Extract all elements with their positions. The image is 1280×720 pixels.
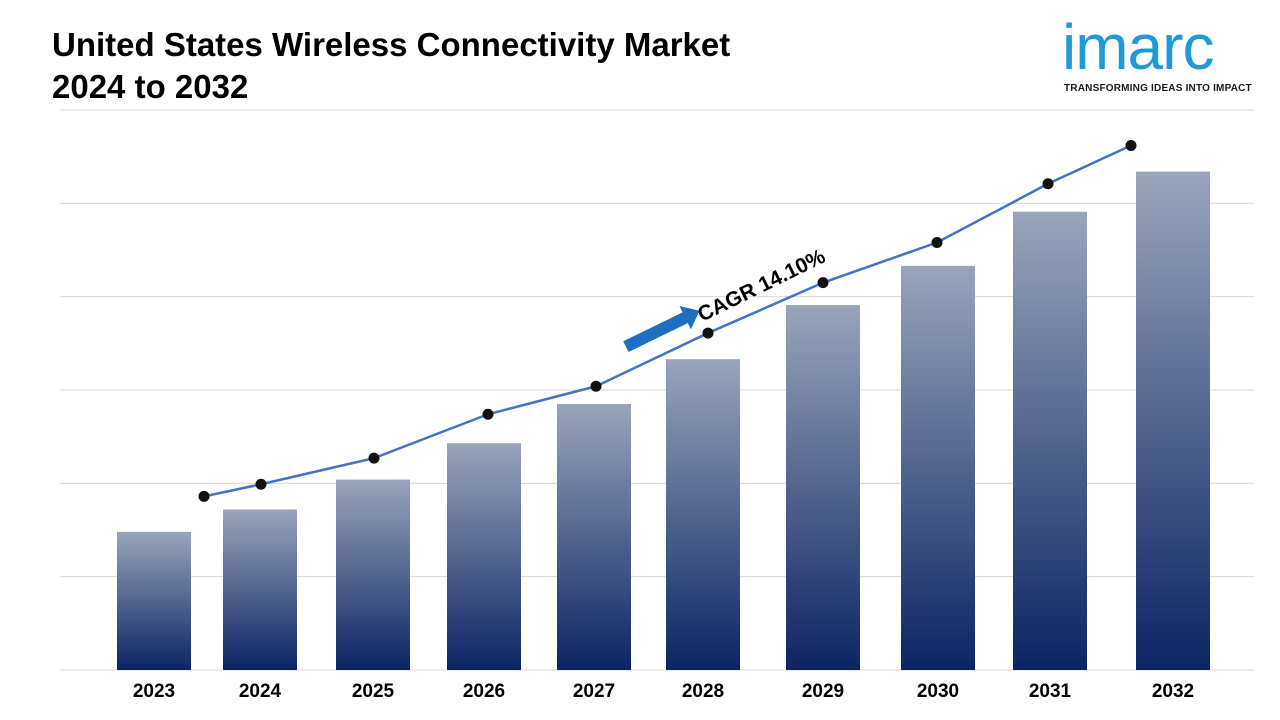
trend-point-2029 — [817, 277, 829, 289]
x-tick-label-2028: 2028 — [682, 681, 724, 702]
x-tick-label-2024: 2024 — [239, 681, 282, 702]
chart-title-line-2: 2024 to 2032 — [52, 68, 249, 105]
trend-point-2025 — [368, 452, 380, 464]
bar-2026 — [447, 443, 521, 670]
bar-2029 — [786, 305, 860, 670]
x-tick-label-2030: 2030 — [917, 681, 959, 702]
chart-title: United States Wireless Connectivity Mark… — [52, 24, 730, 108]
bar-2023 — [117, 531, 191, 670]
x-tick-label-2025: 2025 — [352, 681, 395, 702]
x-tick-label-2027: 2027 — [573, 681, 615, 702]
x-tick-label-2031: 2031 — [1029, 681, 1072, 702]
x-tick-label-2023: 2023 — [133, 681, 175, 702]
x-tick-label-2032: 2032 — [1152, 681, 1194, 702]
bar-2032 — [1136, 171, 1210, 670]
logo-wordmark: imarc — [1062, 11, 1214, 83]
bar-2025 — [336, 479, 410, 670]
imarc-logo: imarc TRANSFORMING IDEAS INTO IMPACT — [1062, 8, 1267, 98]
trend-line — [198, 139, 1137, 502]
bar-2028 — [666, 359, 740, 670]
x-axis-ticks: 2023 2024 2025 2026 2027 2028 2029 2030 2031 2032 — [133, 681, 1194, 702]
bar-2030 — [901, 265, 975, 670]
trend-point-2032 — [1125, 139, 1137, 151]
x-tick-label-2029: 2029 — [802, 681, 844, 702]
chart-title-line-1: United States Wireless Connectivity Mark… — [52, 26, 731, 63]
trend-point-2030 — [931, 237, 943, 249]
bar-2031 — [1013, 211, 1087, 670]
trend-point-2028 — [702, 327, 714, 339]
bar-2024 — [223, 509, 297, 670]
trend-point-2026 — [482, 408, 494, 420]
logo-tagline: TRANSFORMING IDEAS INTO IMPACT — [1064, 83, 1252, 94]
trend-point-2027 — [590, 380, 602, 392]
bar-2027 — [557, 404, 631, 670]
bars — [117, 171, 1210, 670]
x-tick-label-2026: 2026 — [463, 681, 505, 702]
trend-point-2023 — [198, 490, 210, 502]
trend-point-2031 — [1042, 178, 1054, 190]
trend-point-2024 — [255, 478, 267, 490]
cagr-arrow-icon — [623, 306, 700, 353]
cagr-arrow-group — [623, 306, 700, 353]
trend-line-path — [203, 144, 1132, 498]
